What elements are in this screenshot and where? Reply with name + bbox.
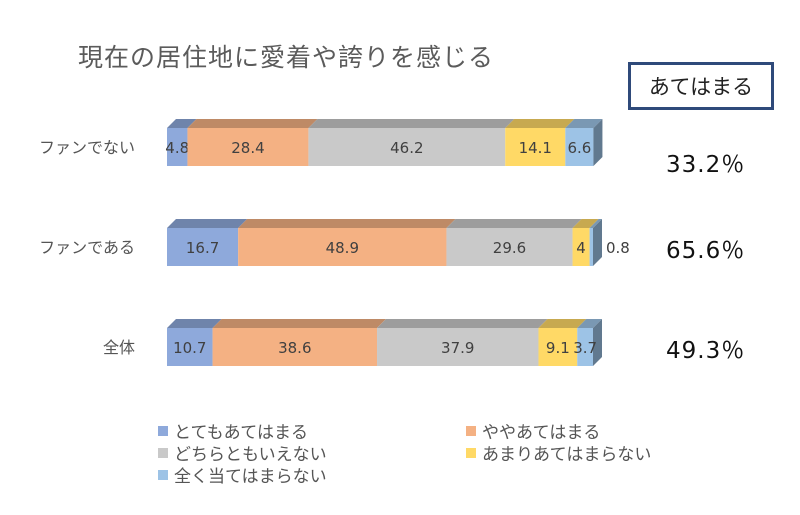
bar-segment: [565, 128, 594, 166]
data-label: 10.7: [173, 339, 206, 357]
bar-segment-top: [505, 119, 575, 128]
data-label: 28.4: [231, 139, 264, 157]
legend-label: 全く当てはまらない: [174, 467, 327, 487]
bar-segment: [212, 328, 378, 366]
legend-swatch: [466, 425, 476, 436]
legend-label: どちらともいえない: [174, 445, 327, 465]
bar-segment: [167, 128, 188, 166]
summary-header: あてはまる: [628, 62, 774, 110]
bar-segment-top: [238, 219, 456, 228]
data-label: 29.6: [493, 239, 526, 257]
legend-swatch: [158, 469, 168, 480]
bar-segment: [505, 128, 566, 166]
legend-label: あまりあてはまらない: [482, 445, 652, 465]
legend-swatch: [158, 447, 168, 458]
data-label: 6.6: [567, 139, 591, 157]
bar-segment-top: [167, 319, 222, 328]
bar-segment-top: [577, 319, 602, 328]
legend-swatch: [158, 425, 168, 436]
bar-segment: [538, 328, 578, 366]
data-label: 9.1: [546, 339, 570, 357]
bar-segment-top: [538, 319, 587, 328]
legend-item: ややあてはまる: [466, 418, 600, 443]
data-label: 46.2: [390, 139, 423, 157]
legend-item: あまりあてはまらない: [466, 440, 651, 465]
bar-segment-side: [593, 319, 602, 366]
bar-segment: [572, 228, 590, 266]
legend-swatch: [466, 447, 476, 458]
data-label: 4: [576, 239, 586, 257]
bar-segment: [589, 228, 593, 266]
data-label: 16.7: [186, 239, 219, 257]
bar-segment: [167, 228, 239, 266]
bar-segment: [167, 328, 213, 366]
bar-segment-top: [565, 119, 603, 128]
data-label: 48.9: [326, 239, 359, 257]
legend-item: どちらともいえない: [158, 440, 327, 465]
legend-item: とてもあてはまる: [158, 418, 308, 443]
category-label: ファンでない: [39, 138, 135, 157]
chart-title: 現在の居住地に愛着や誇りを感じる: [78, 43, 495, 72]
bar-segment: [238, 228, 447, 266]
bar-segment: [377, 328, 539, 366]
category-label: ファンである: [39, 238, 135, 257]
bar-segment: [308, 128, 506, 166]
summary-value: 33.2％: [666, 152, 746, 178]
bar-segment: [187, 128, 309, 166]
bar-segment-top: [167, 219, 248, 228]
legend-label: ややあてはまる: [482, 423, 601, 443]
legend-item: 全く当てはまらない: [158, 462, 327, 487]
bar-segment: [446, 228, 573, 266]
bar-segment: [577, 328, 593, 366]
legend-label: とてもあてはまる: [174, 423, 308, 443]
data-label: 14.1: [519, 139, 552, 157]
summary-value: 49.3％: [666, 338, 746, 364]
bar-segment-top: [167, 119, 197, 128]
bar-segment-top: [446, 219, 582, 228]
data-label: 0.8: [606, 239, 630, 257]
bar-segment-top: [212, 319, 387, 328]
bar-segment-top: [377, 319, 548, 328]
data-label: 4.8: [165, 139, 189, 157]
summary-value: 65.6％: [666, 238, 746, 264]
bar-segment-top: [308, 119, 515, 128]
category-label: 全体: [103, 338, 135, 357]
data-label: 37.9: [441, 339, 474, 357]
data-label: 3.7: [573, 339, 597, 357]
data-label: 38.6: [278, 339, 311, 357]
bar-segment-top: [589, 219, 602, 228]
bar-segment-top: [572, 219, 599, 228]
bar-segment-side: [593, 219, 602, 266]
bar-segment-side: [593, 119, 603, 166]
bar-segment-top: [187, 119, 318, 128]
